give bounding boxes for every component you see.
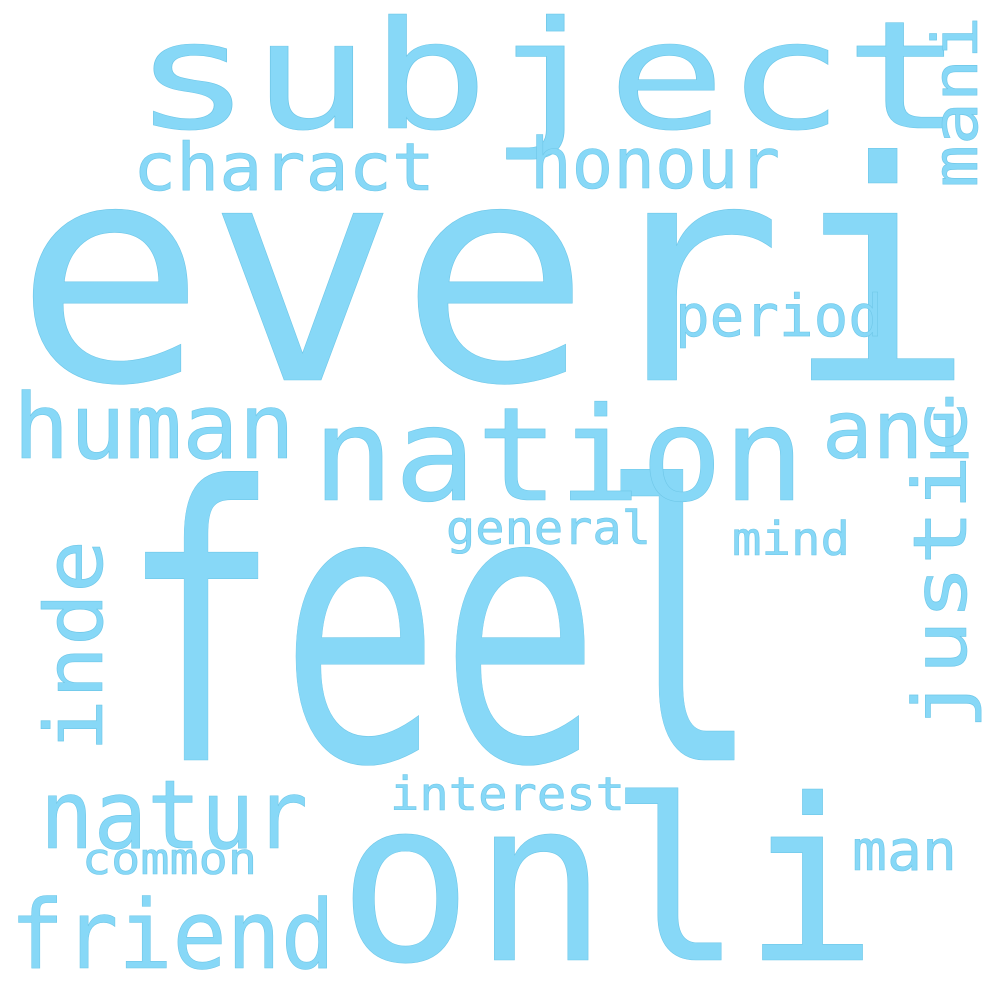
word-ani: ani	[822, 384, 974, 477]
word-charact: charact	[133, 129, 435, 206]
word-natur: natur	[40, 761, 308, 871]
word-human: human	[13, 375, 295, 480]
word-feel: feel	[120, 407, 760, 850]
word-mani: mani	[919, 16, 992, 188]
word-honour: honour	[530, 123, 780, 205]
word-interest: interest	[390, 767, 625, 821]
word-friend: friend	[10, 881, 335, 991]
word-general: general	[446, 501, 651, 555]
word-period: period	[675, 282, 883, 350]
word-common: common	[82, 834, 257, 885]
word-justic: justic	[898, 400, 984, 730]
word-mind: mind	[732, 512, 850, 566]
word-onli: onli	[338, 752, 878, 1000]
word-subject: subject	[133, 0, 963, 164]
word-man: man	[852, 819, 957, 884]
word-inde: inde	[28, 540, 121, 752]
word-nation: nation	[312, 379, 805, 531]
word-everi: everi	[14, 97, 976, 452]
